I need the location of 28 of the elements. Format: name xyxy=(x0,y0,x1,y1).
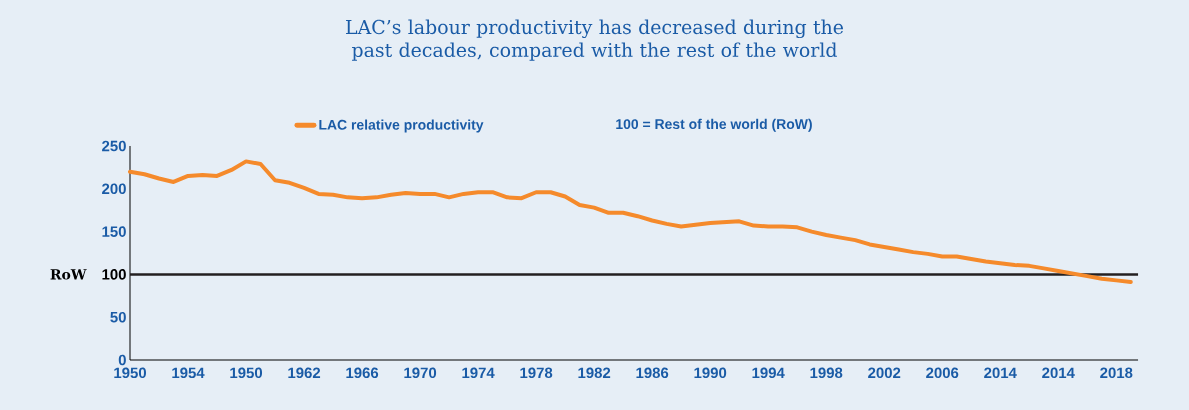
x-tick-label: 2006 xyxy=(926,367,959,379)
text: 100 = Rest of the world (RoW) xyxy=(616,118,812,132)
x-tick-label: 1966 xyxy=(346,367,379,379)
x-tick-label: 1974 xyxy=(462,367,495,379)
x-tick-label: 2014 xyxy=(984,367,1017,379)
ref-line-label: RoW xyxy=(50,269,87,280)
y-tick-label: 0 xyxy=(118,354,126,366)
chart-title: LAC’s labour productivity has decreased during the past decades, compared with the rest of the world xyxy=(346,19,843,61)
x-tick-label: 1954 xyxy=(172,367,205,379)
y-tick-label: 250 xyxy=(102,140,126,152)
legend-label: LAC relative productivity xyxy=(319,119,484,133)
x-tick-label: 2002 xyxy=(868,367,901,379)
x-tick-label: 1962 xyxy=(288,367,321,379)
x-tick-label: 2018 xyxy=(1100,367,1133,379)
y-tick-label: 100 xyxy=(102,269,126,280)
y-tick-label: 50 xyxy=(110,311,126,323)
x-tick-label: 1998 xyxy=(810,367,843,379)
x-tick-label: 1950 xyxy=(230,367,263,379)
x-tick-label: 1982 xyxy=(578,367,611,379)
x-tick-label: 1950 xyxy=(114,367,146,379)
y-tick-label: 200 xyxy=(102,183,126,195)
y-tick-label: 150 xyxy=(102,226,126,237)
x-tick-label: 1970 xyxy=(404,367,437,379)
x-tick-label: 1994 xyxy=(752,367,785,379)
x-tick-label: 1990 xyxy=(694,367,727,379)
x-tick-label: 1986 xyxy=(636,367,669,379)
x-tick-label: 1978 xyxy=(520,367,553,379)
x-tick-label: 2014 xyxy=(1042,367,1075,379)
